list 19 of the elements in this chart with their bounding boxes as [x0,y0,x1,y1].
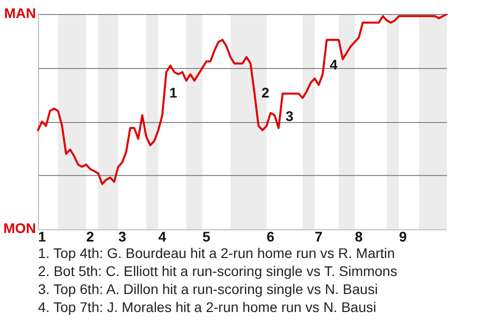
x-tick-label: 1 [38,228,46,244]
x-tick-label: 8 [354,228,363,244]
text: 3. Top 6th: A. Dillon hit a run-scoring single vs N. Bausi [38,280,379,298]
annotation: 4 [330,56,338,73]
text: MAN [4,4,36,21]
x-tick-label: 6 [266,228,275,244]
annotation: 2 [262,84,270,100]
text: 1. Top 4th: G. Bourdeau hit a 2-run home run vs R. Martin [38,244,396,262]
x-tick-label: 9 [398,228,407,244]
annotation: 3 [286,108,294,124]
text: 4. Top 7th: J. Morales hit a 2-run home run vs N. Bausi [38,298,378,316]
text: MON [3,220,36,236]
annotation: 1 [169,84,178,100]
x-tick-label: 5 [202,228,211,244]
x-tick-label: 7 [314,228,323,244]
x-tick-label: 2 [86,228,94,244]
x-tick-label: 4 [158,228,166,244]
x-tick-label: 3 [118,228,126,244]
text: 2. Bot 5th: C. Elliott hit a run-scoring single vs T. Simmons [38,262,398,280]
